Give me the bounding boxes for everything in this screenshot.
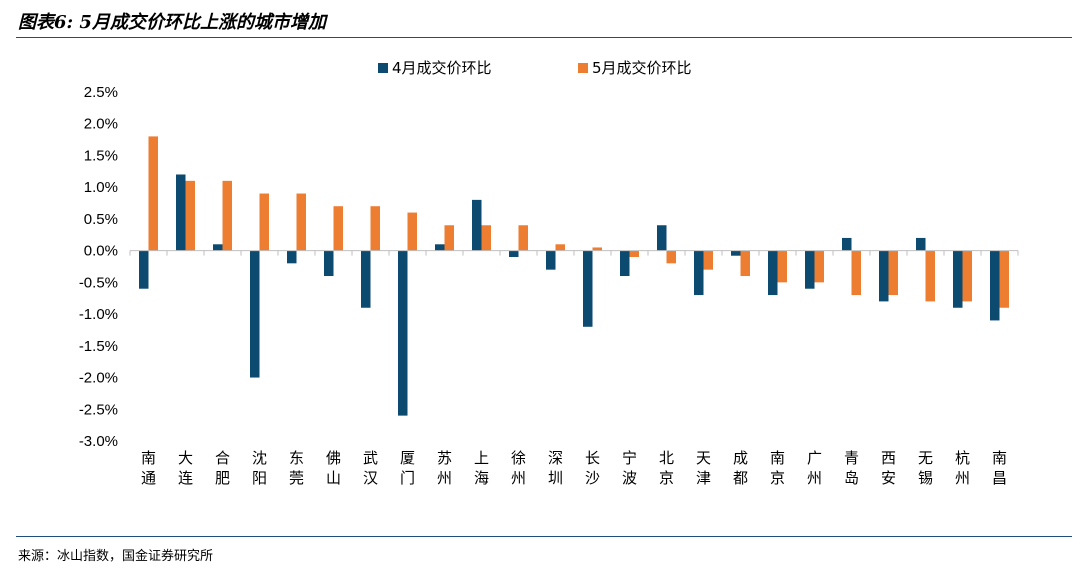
x-tick-label: 杭州 — [955, 449, 970, 487]
bar-april — [620, 250, 630, 277]
y-tick-label: 0.5% — [84, 211, 118, 228]
legend-swatch — [578, 63, 588, 73]
bar-april — [879, 250, 889, 302]
bar-may — [999, 250, 1009, 308]
y-tick-label: 1.5% — [84, 147, 118, 164]
bar-may — [518, 225, 528, 251]
bar-april — [583, 250, 593, 327]
x-tick-label: 深圳 — [548, 449, 563, 487]
x-tick-label: 武汉 — [363, 449, 378, 487]
source-note: 来源：冰山指数，国金证券研究所 — [18, 549, 214, 564]
x-tick-label: 大连 — [178, 449, 193, 487]
bar-april — [916, 237, 926, 251]
bar-april — [990, 250, 1000, 321]
bar-april — [731, 250, 741, 256]
x-tick-label: 南通 — [141, 449, 156, 487]
bar-may — [777, 250, 787, 283]
bar-april — [176, 174, 186, 251]
y-tick-label: 1.0% — [84, 179, 118, 196]
bar-may — [814, 250, 824, 283]
bar-april — [953, 250, 963, 308]
bar-april — [546, 250, 556, 270]
bar-may — [185, 180, 195, 251]
x-tick-label: 西安 — [881, 449, 896, 487]
x-tick-label: 合肥 — [215, 449, 230, 487]
bottom-divider — [16, 536, 1072, 537]
x-tick-label: 北京 — [659, 449, 674, 487]
bar-april — [361, 250, 371, 308]
bar-may — [629, 250, 639, 257]
bar-april — [139, 250, 149, 289]
bar-may — [666, 250, 676, 264]
y-tick-label: 2.0% — [84, 116, 118, 133]
top-divider — [16, 37, 1072, 38]
bar-april — [287, 250, 297, 264]
x-tick-label: 厦门 — [400, 449, 415, 487]
bar-april — [213, 244, 223, 251]
y-tick-label: -0.5% — [79, 274, 118, 291]
bar-april — [842, 237, 852, 251]
bar-april — [472, 199, 482, 251]
bar-may — [703, 250, 713, 270]
legend-swatch — [378, 63, 388, 73]
bar-may — [370, 206, 380, 251]
y-tick-label: -2.5% — [79, 401, 118, 418]
bar-may — [259, 193, 269, 251]
y-tick-label: -2.0% — [79, 370, 118, 387]
x-tick-label: 南京 — [770, 449, 785, 487]
bar-may — [888, 250, 898, 296]
x-tick-label: 南昌 — [992, 449, 1007, 487]
bar-may — [962, 250, 972, 302]
x-tick-label: 青岛 — [844, 449, 859, 487]
x-tick-label: 佛山 — [326, 449, 341, 487]
bar-april — [805, 250, 815, 289]
bar-may — [296, 193, 306, 251]
bar-april — [435, 244, 445, 251]
bar-may — [925, 250, 935, 302]
y-tick-label: -1.5% — [79, 338, 118, 355]
page-title: 图表6: 5月成交价环比上涨的城市增加 — [18, 12, 326, 33]
bar-may — [851, 250, 861, 296]
bar-may — [481, 225, 491, 251]
x-tick-label: 天津 — [696, 449, 711, 487]
bar-april — [250, 250, 260, 378]
bar-may — [148, 136, 158, 251]
bar-may — [222, 180, 232, 251]
x-tick-label: 沈阳 — [252, 449, 267, 487]
bar-april — [398, 250, 408, 416]
x-tick-label: 苏州 — [437, 449, 452, 487]
x-tick-label: 成都 — [733, 449, 748, 487]
legend-label: 5月成交价环比 — [592, 59, 692, 77]
x-tick-label: 徐州 — [511, 449, 526, 487]
x-tick-label: 上海 — [474, 449, 489, 487]
bar-may — [740, 250, 750, 277]
y-tick-label: 2.5% — [84, 84, 118, 101]
legend-label: 4月成交价环比 — [392, 59, 492, 77]
bar-may — [592, 247, 602, 251]
y-tick-label: 0.0% — [84, 243, 118, 260]
bar-may — [555, 244, 565, 251]
x-tick-label: 宁波 — [622, 449, 637, 487]
bar-may — [333, 206, 343, 251]
bar-april — [694, 250, 704, 296]
bar-april — [768, 250, 778, 296]
x-tick-label: 东莞 — [289, 449, 304, 487]
x-tick-label: 长沙 — [585, 449, 600, 487]
bar-april — [324, 250, 334, 277]
x-tick-label: 无锡 — [918, 449, 933, 487]
bar-chart: 2.5% 2.0% 1.5% 1.0% 0.5% 0.0% -0.5% -1.0% -1.5% -… — [79, 59, 1019, 487]
y-tick-label: -3.0% — [79, 433, 118, 450]
x-tick-label: 广州 — [807, 449, 822, 487]
y-tick-label: -1.0% — [79, 306, 118, 323]
bar-may — [407, 212, 417, 251]
bar-may — [444, 225, 454, 251]
bar-april — [509, 250, 519, 257]
bar-april — [657, 225, 667, 251]
